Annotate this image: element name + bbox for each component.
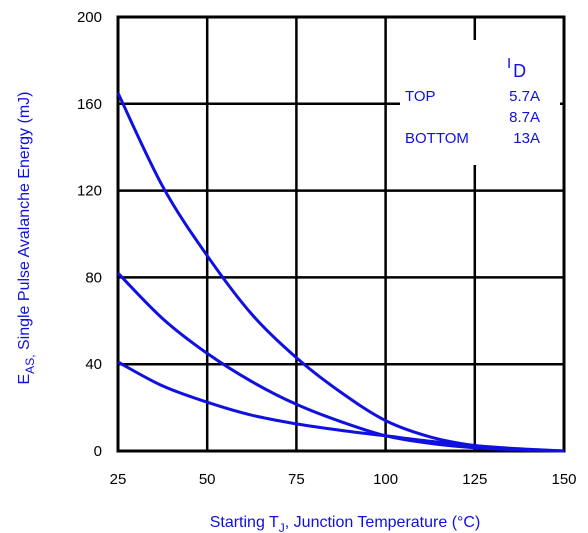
legend-row-value: 13A <box>513 130 540 147</box>
y-tick-label: 0 <box>94 443 102 460</box>
legend-row-value: 5.7A <box>509 88 540 105</box>
x-tick-label: 50 <box>199 471 216 488</box>
y-tick-label: 160 <box>77 96 102 113</box>
x-tick-label: 25 <box>110 471 127 488</box>
x-tick-label: 125 <box>462 471 487 488</box>
plot-frame <box>116 15 566 453</box>
x-axis-title: Starting TJ, Junction Temperature (°C) <box>210 514 481 533</box>
y-tick-label: 200 <box>77 9 102 26</box>
legend-row-value: 8.7A <box>509 109 540 126</box>
series-line-3 <box>117 360 565 453</box>
series-line-2 <box>116 272 565 453</box>
y-tick-label: 40 <box>85 356 102 373</box>
legend-row-position: TOP <box>405 88 436 105</box>
legend-rows: TOP 5.7A 8.7A BOTTOM 13A <box>405 88 540 147</box>
x-tick-label: 75 <box>288 471 305 488</box>
legend-box <box>400 40 560 165</box>
y-tick-label: 120 <box>77 183 102 200</box>
series-lines <box>116 92 565 453</box>
y-tick-labels: 0 40 80 120 160 200 <box>77 9 102 460</box>
x-tick-label: 150 <box>551 471 576 488</box>
legend-row-position: BOTTOM <box>405 130 469 147</box>
x-tick-label: 100 <box>373 471 398 488</box>
y-axis-title: EAS, Single Pulse Avalanche Energy (mJ) <box>16 92 37 385</box>
y-tick-label: 80 <box>85 269 102 286</box>
x-tick-labels: 25 50 75 100 125 150 <box>110 471 577 488</box>
